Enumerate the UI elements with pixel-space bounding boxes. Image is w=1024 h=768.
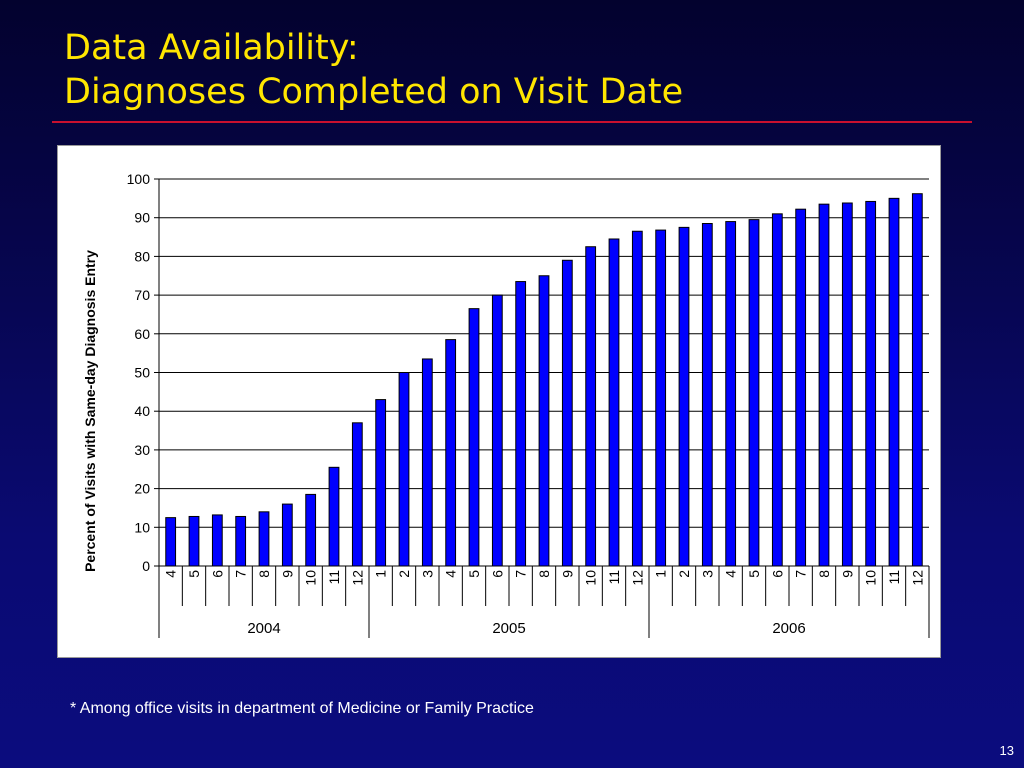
bar (818, 203, 830, 567)
bar (165, 517, 177, 567)
x-tick-label: 5 (746, 570, 762, 578)
chart-panel: 0 10 20 30 40 50 60 70 80 90 100 4 5 6 7 8 9 10 11 12 1 2 3 4 5 6… (57, 145, 941, 658)
x-tick-label: 11 (886, 570, 902, 585)
bar (561, 259, 573, 567)
bar (515, 281, 527, 567)
bar (701, 223, 713, 567)
x-tick-label: 11 (326, 570, 342, 585)
x-tick-label: 10 (863, 570, 879, 586)
bar (421, 358, 433, 567)
y-tick-label: 60 (134, 326, 150, 342)
x-tick-label: 7 (233, 570, 249, 578)
year-group-label: 2006 (772, 620, 805, 637)
bar (841, 202, 853, 567)
x-tick-label: 3 (419, 570, 435, 578)
x-tick-label: 2 (396, 570, 412, 578)
bar (328, 466, 340, 567)
x-tick-label: 12 (909, 570, 925, 586)
x-tick-label: 2 (676, 570, 692, 578)
bar (678, 226, 690, 567)
y-tick-label: 80 (134, 248, 150, 264)
bar (608, 238, 620, 567)
x-tick-label: 1 (653, 570, 669, 578)
x-tick-label: 8 (816, 570, 832, 578)
bar (725, 221, 737, 567)
x-tick-label: 1 (373, 570, 389, 578)
footnote: * Among office visits in department of M… (70, 700, 534, 717)
x-tick-label: 6 (769, 570, 785, 578)
bar (538, 275, 550, 567)
y-tick-label: 20 (134, 481, 150, 497)
bar (445, 339, 457, 567)
slide-title-line-2: Diagnoses Completed on Visit Date (64, 72, 684, 112)
bar (585, 246, 597, 567)
slide-title-line-1: Data Availability: (64, 28, 359, 68)
bar (235, 515, 247, 567)
bar (795, 208, 807, 567)
x-tick-label: 4 (723, 570, 739, 578)
bar (888, 197, 900, 567)
page-number: 13 (999, 743, 1014, 758)
x-tick-label: 9 (839, 570, 855, 578)
y-tick-label: 100 (127, 171, 151, 187)
year-group-label: 2005 (492, 620, 525, 637)
x-tick-label: 6 (209, 570, 225, 578)
x-tick-label: 5 (186, 570, 202, 578)
x-tick-label: 8 (536, 570, 552, 578)
bar (351, 422, 363, 567)
bar (398, 372, 410, 567)
y-tick-label: 50 (134, 365, 150, 381)
bar (258, 511, 270, 567)
y-tick-label: 10 (134, 519, 150, 535)
title-divider (52, 121, 972, 123)
bar (771, 213, 783, 567)
bar (748, 219, 760, 567)
x-tick-label: 5 (466, 570, 482, 578)
bar (211, 514, 223, 567)
x-tick-label: 10 (583, 570, 599, 586)
x-tick-label: 3 (699, 570, 715, 578)
bars (165, 193, 923, 567)
x-tick-label: 8 (256, 570, 272, 578)
x-tick-label: 6 (489, 570, 505, 578)
slide-title: Data Availability: Diagnoses Completed o… (64, 26, 683, 114)
y-tick-label: 30 (134, 442, 150, 458)
bar (375, 399, 387, 567)
bar (305, 493, 317, 567)
y-tick-label: 0 (142, 558, 150, 574)
x-tick-label: 7 (513, 570, 529, 578)
y-tick-label: 70 (134, 287, 150, 303)
bar (865, 200, 877, 567)
x-tick-label: 10 (303, 570, 319, 586)
y-tick-label: 40 (134, 403, 150, 419)
x-tick-label: 11 (606, 570, 622, 585)
y-axis-title: Percent of Visits with Same-day Diagnosi… (82, 250, 98, 572)
y-tick-label: 90 (134, 210, 150, 226)
bar (491, 294, 503, 567)
bar (188, 515, 200, 567)
bar (281, 503, 293, 567)
bar (655, 229, 667, 567)
year-group-label: 2004 (247, 620, 280, 637)
x-tick-label: 12 (349, 570, 365, 586)
x-tick-label: 9 (279, 570, 295, 578)
x-tick-label: 7 (793, 570, 809, 578)
x-tick-label: 9 (559, 570, 575, 578)
x-tick-label: 12 (629, 570, 645, 586)
x-tick-label: 4 (163, 570, 179, 578)
bar (631, 230, 643, 567)
bar (468, 308, 480, 567)
bar (911, 193, 923, 567)
x-tick-label: 4 (443, 570, 459, 578)
